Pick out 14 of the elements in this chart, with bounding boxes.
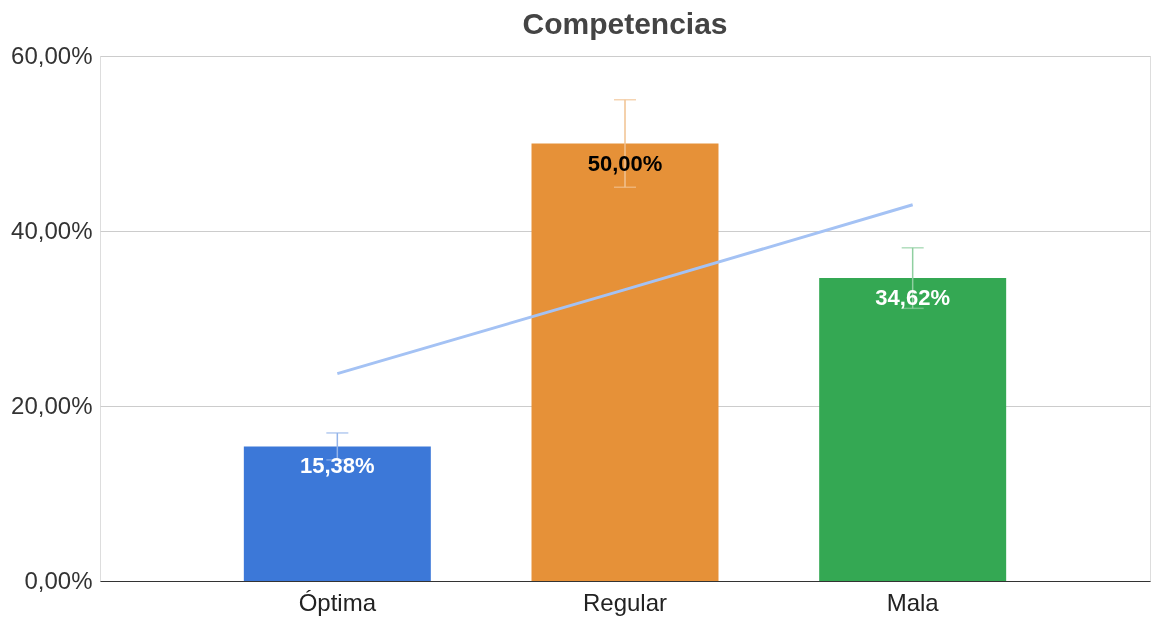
y-tick-label: 40,00%: [11, 216, 93, 244]
x-tick-label: Mala: [886, 588, 940, 616]
bar: [531, 143, 719, 581]
bar: [819, 278, 1007, 581]
x-tick-label: Óptima: [298, 588, 377, 616]
x-tick-label: Regular: [582, 588, 668, 616]
chart-title: Competencias: [522, 7, 728, 40]
data-label: 34,62%: [875, 285, 950, 311]
y-tick-label: 60,00%: [11, 41, 93, 69]
data-label: 15,38%: [300, 453, 375, 479]
data-label: 50,00%: [587, 150, 663, 176]
y-tick-label: 20,00%: [11, 391, 93, 419]
bar: [243, 446, 431, 581]
y-tick-label: 0,00%: [24, 566, 93, 594]
